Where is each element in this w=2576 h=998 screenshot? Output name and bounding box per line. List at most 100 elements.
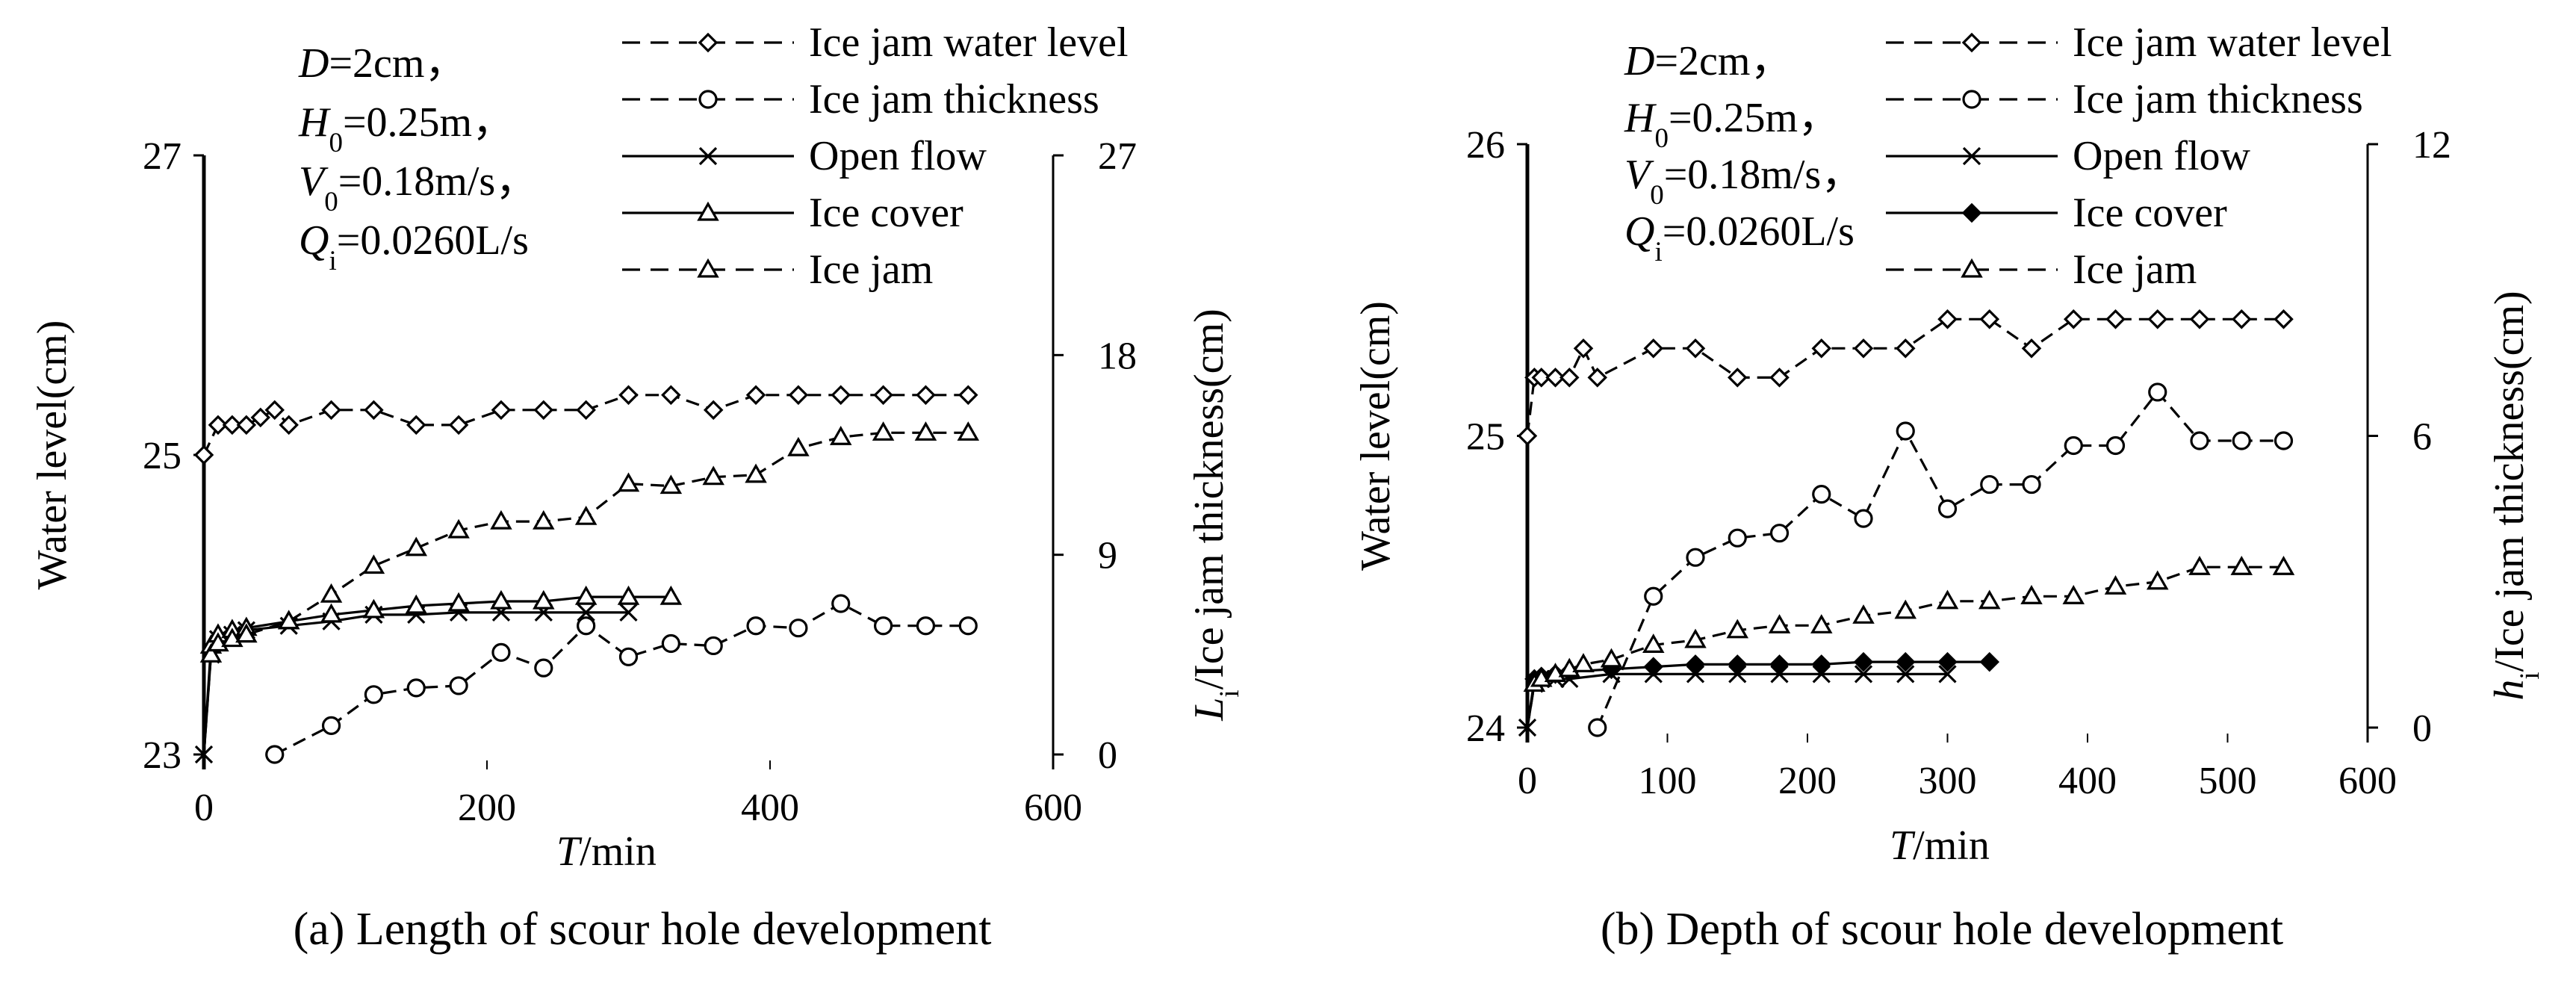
data-point-ice-jam xyxy=(277,610,300,630)
legend-label-open-flow: Open flow xyxy=(809,133,987,179)
y-tick-label-right: 12 xyxy=(2412,124,2451,167)
data-point-ice-cover xyxy=(533,589,555,610)
legend-marker-open-flow xyxy=(1962,146,1981,166)
legend-label-ice-jam: Ice jam xyxy=(2073,247,2197,293)
data-point-ice-jam xyxy=(1936,589,1959,610)
series-line-ice-jam-water-level xyxy=(1526,317,2284,436)
data-point-ice-jam-thickness xyxy=(958,616,978,636)
data-point-ice-jam-water-level xyxy=(1769,368,1790,388)
series-line-ice-cover xyxy=(1526,660,1990,728)
legend-marker-ice-jam-thickness xyxy=(698,90,718,109)
data-point-ice-jam-water-level xyxy=(2105,309,2126,329)
legend-label-ice-jam: Ice jam xyxy=(809,247,933,293)
data-point-ice-jam xyxy=(702,465,724,486)
x-tick-label: 200 xyxy=(458,787,516,829)
x-tick-label: 100 xyxy=(1639,760,1697,802)
data-point-ice-jam-thickness xyxy=(2064,436,2083,456)
data-point-ice-jam xyxy=(1642,633,1665,653)
data-point-ice-jam-water-level xyxy=(533,400,554,421)
data-point-ice-jam xyxy=(2188,556,2211,575)
param-d: D=2cm， xyxy=(1624,38,1792,84)
data-point-ice-jam xyxy=(617,472,640,492)
data-point-ice-jam-thickness xyxy=(1980,474,1999,495)
data-point-ice-cover xyxy=(447,592,470,612)
data-point-ice-jam-water-level xyxy=(703,400,724,421)
y-tick-label-left: 27 xyxy=(143,135,181,178)
data-point-ice-jam xyxy=(199,643,223,663)
data-point-ice-jam-water-level xyxy=(2147,309,2168,329)
data-point-ice-jam-thickness xyxy=(2274,431,2294,450)
data-point-ice-cover xyxy=(1895,651,1916,672)
data-point-ice-jam-thickness xyxy=(1896,421,1915,441)
data-point-ice-jam xyxy=(1768,614,1791,633)
x-tick-label: 0 xyxy=(194,787,214,829)
x-tick-label: 500 xyxy=(2199,760,2257,802)
data-point-ice-jam-water-level xyxy=(1979,309,2000,329)
data-point-ice-jam-water-level xyxy=(1895,338,1916,359)
param-q: Qi=0.0260L/s xyxy=(1624,208,1855,267)
data-point-ice-jam xyxy=(2146,570,2169,590)
data-point-ice-jam-thickness xyxy=(704,636,723,656)
data-point-ice-jam xyxy=(745,463,767,483)
y-axis-title-right: hi/Ice jam thickness(cm) xyxy=(2486,291,2545,700)
data-point-ice-jam-water-level xyxy=(364,400,384,421)
legend-marker-ice-jam-water-level xyxy=(698,32,719,53)
data-point-ice-jam-water-level xyxy=(491,400,512,421)
data-point-ice-jam-water-level xyxy=(1685,338,1706,359)
data-point-ice-cover xyxy=(1685,654,1706,675)
legend-label-ice-cover: Ice cover xyxy=(809,190,963,236)
x-axis-title: T/min xyxy=(1890,822,1990,869)
data-point-ice-jam-water-level xyxy=(279,415,299,436)
data-point-ice-jam-thickness xyxy=(491,642,511,662)
data-point-ice-jam xyxy=(490,509,512,530)
data-point-ice-jam-water-level xyxy=(1517,426,1538,446)
x-tick-label: 600 xyxy=(2338,760,2397,802)
data-point-ice-jam-thickness xyxy=(2148,382,2167,402)
legend-label-ice-jam-water-level: Ice jam water level xyxy=(809,19,1129,66)
data-point-ice-jam xyxy=(2230,556,2253,575)
data-point-ice-jam-thickness xyxy=(789,619,808,638)
data-point-ice-jam-water-level xyxy=(2189,309,2210,329)
data-point-ice-jam-water-level xyxy=(1559,368,1580,388)
data-point-ice-jam xyxy=(787,436,810,456)
data-point-ice-jam xyxy=(2020,585,2043,604)
data-point-ice-jam-water-level xyxy=(618,385,639,406)
data-point-ice-jam xyxy=(1572,653,1595,672)
data-point-ice-jam-water-level xyxy=(2063,309,2084,329)
data-point-ice-jam xyxy=(872,421,895,441)
y-tick-label-left: 23 xyxy=(143,734,181,777)
data-point-ice-jam-thickness xyxy=(265,745,285,764)
data-point-ice-jam xyxy=(574,505,598,525)
y-tick-label-right: 6 xyxy=(2412,416,2432,459)
legend-marker-ice-jam xyxy=(1961,258,1983,278)
series-line-ice-jam xyxy=(1526,565,2284,728)
data-point-ice-cover xyxy=(617,585,640,605)
x-tick-label: 200 xyxy=(1778,760,1837,802)
chart-b: 0 100 200 300 400 500 600 24 25 26 0 6 12 Ice jam wat… xyxy=(1353,19,2545,955)
data-point-ice-jam-water-level xyxy=(1545,368,1565,388)
legend-marker-ice-jam xyxy=(697,258,719,278)
data-point-ice-jam-thickness xyxy=(2105,436,2126,456)
data-point-ice-cover xyxy=(362,598,385,619)
data-point-ice-cover xyxy=(405,594,428,614)
data-point-ice-jam-thickness xyxy=(1644,586,1663,606)
data-point-ice-cover xyxy=(490,589,512,610)
legend-marker-ice-cover xyxy=(1961,202,1982,223)
series-line-ice-jam-thickness xyxy=(274,602,969,756)
data-point-ice-cover xyxy=(1643,657,1664,677)
param-v: V0=0.18m/s， xyxy=(299,158,537,217)
param-d: D=2cm， xyxy=(298,40,466,87)
data-point-ice-jam xyxy=(2104,575,2127,595)
data-point-ice-jam-water-level xyxy=(1643,338,1664,359)
legend-label-ice-jam-water-level: Ice jam water level xyxy=(2073,19,2392,66)
data-point-ice-jam-thickness xyxy=(1937,499,1958,518)
data-point-ice-jam xyxy=(914,421,937,441)
data-point-ice-jam-thickness xyxy=(831,594,851,613)
data-point-ice-jam xyxy=(2272,556,2295,575)
legend-marker-ice-jam-thickness xyxy=(1962,90,1981,109)
data-point-ice-jam-thickness xyxy=(1854,509,1873,528)
data-point-ice-cover xyxy=(320,603,343,623)
data-point-ice-jam-water-level xyxy=(1727,368,1748,388)
data-point-ice-jam xyxy=(362,554,385,574)
data-point-ice-jam-thickness xyxy=(1812,484,1831,504)
